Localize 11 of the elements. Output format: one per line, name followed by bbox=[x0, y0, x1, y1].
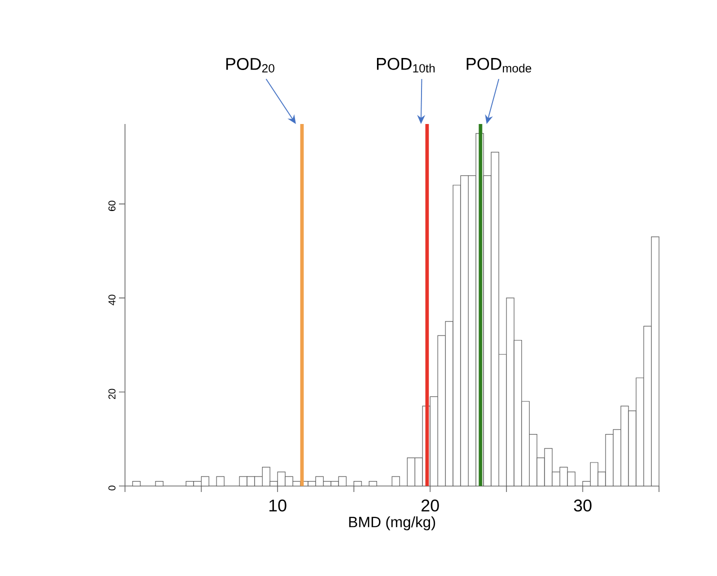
ref-line-label: POD$_{20}$ bbox=[226, 58, 274, 72]
y-tick-label: 0 bbox=[108, 486, 116, 490]
y-tick-label: 60 bbox=[108, 200, 116, 211]
y-tick-label: 40 bbox=[108, 294, 116, 306]
ref-line-label: POD$_{mode}$ bbox=[466, 58, 532, 72]
x-axis-title: BMD (mg/kg) bbox=[349, 516, 436, 530]
ref-line-label: POD$_{10th}$ bbox=[376, 58, 435, 72]
x-tick-label: 10 bbox=[269, 500, 286, 512]
y-tick-label: 20 bbox=[108, 388, 116, 400]
x-tick-label: 20 bbox=[422, 500, 439, 512]
x-tick-label: 30 bbox=[574, 500, 592, 512]
